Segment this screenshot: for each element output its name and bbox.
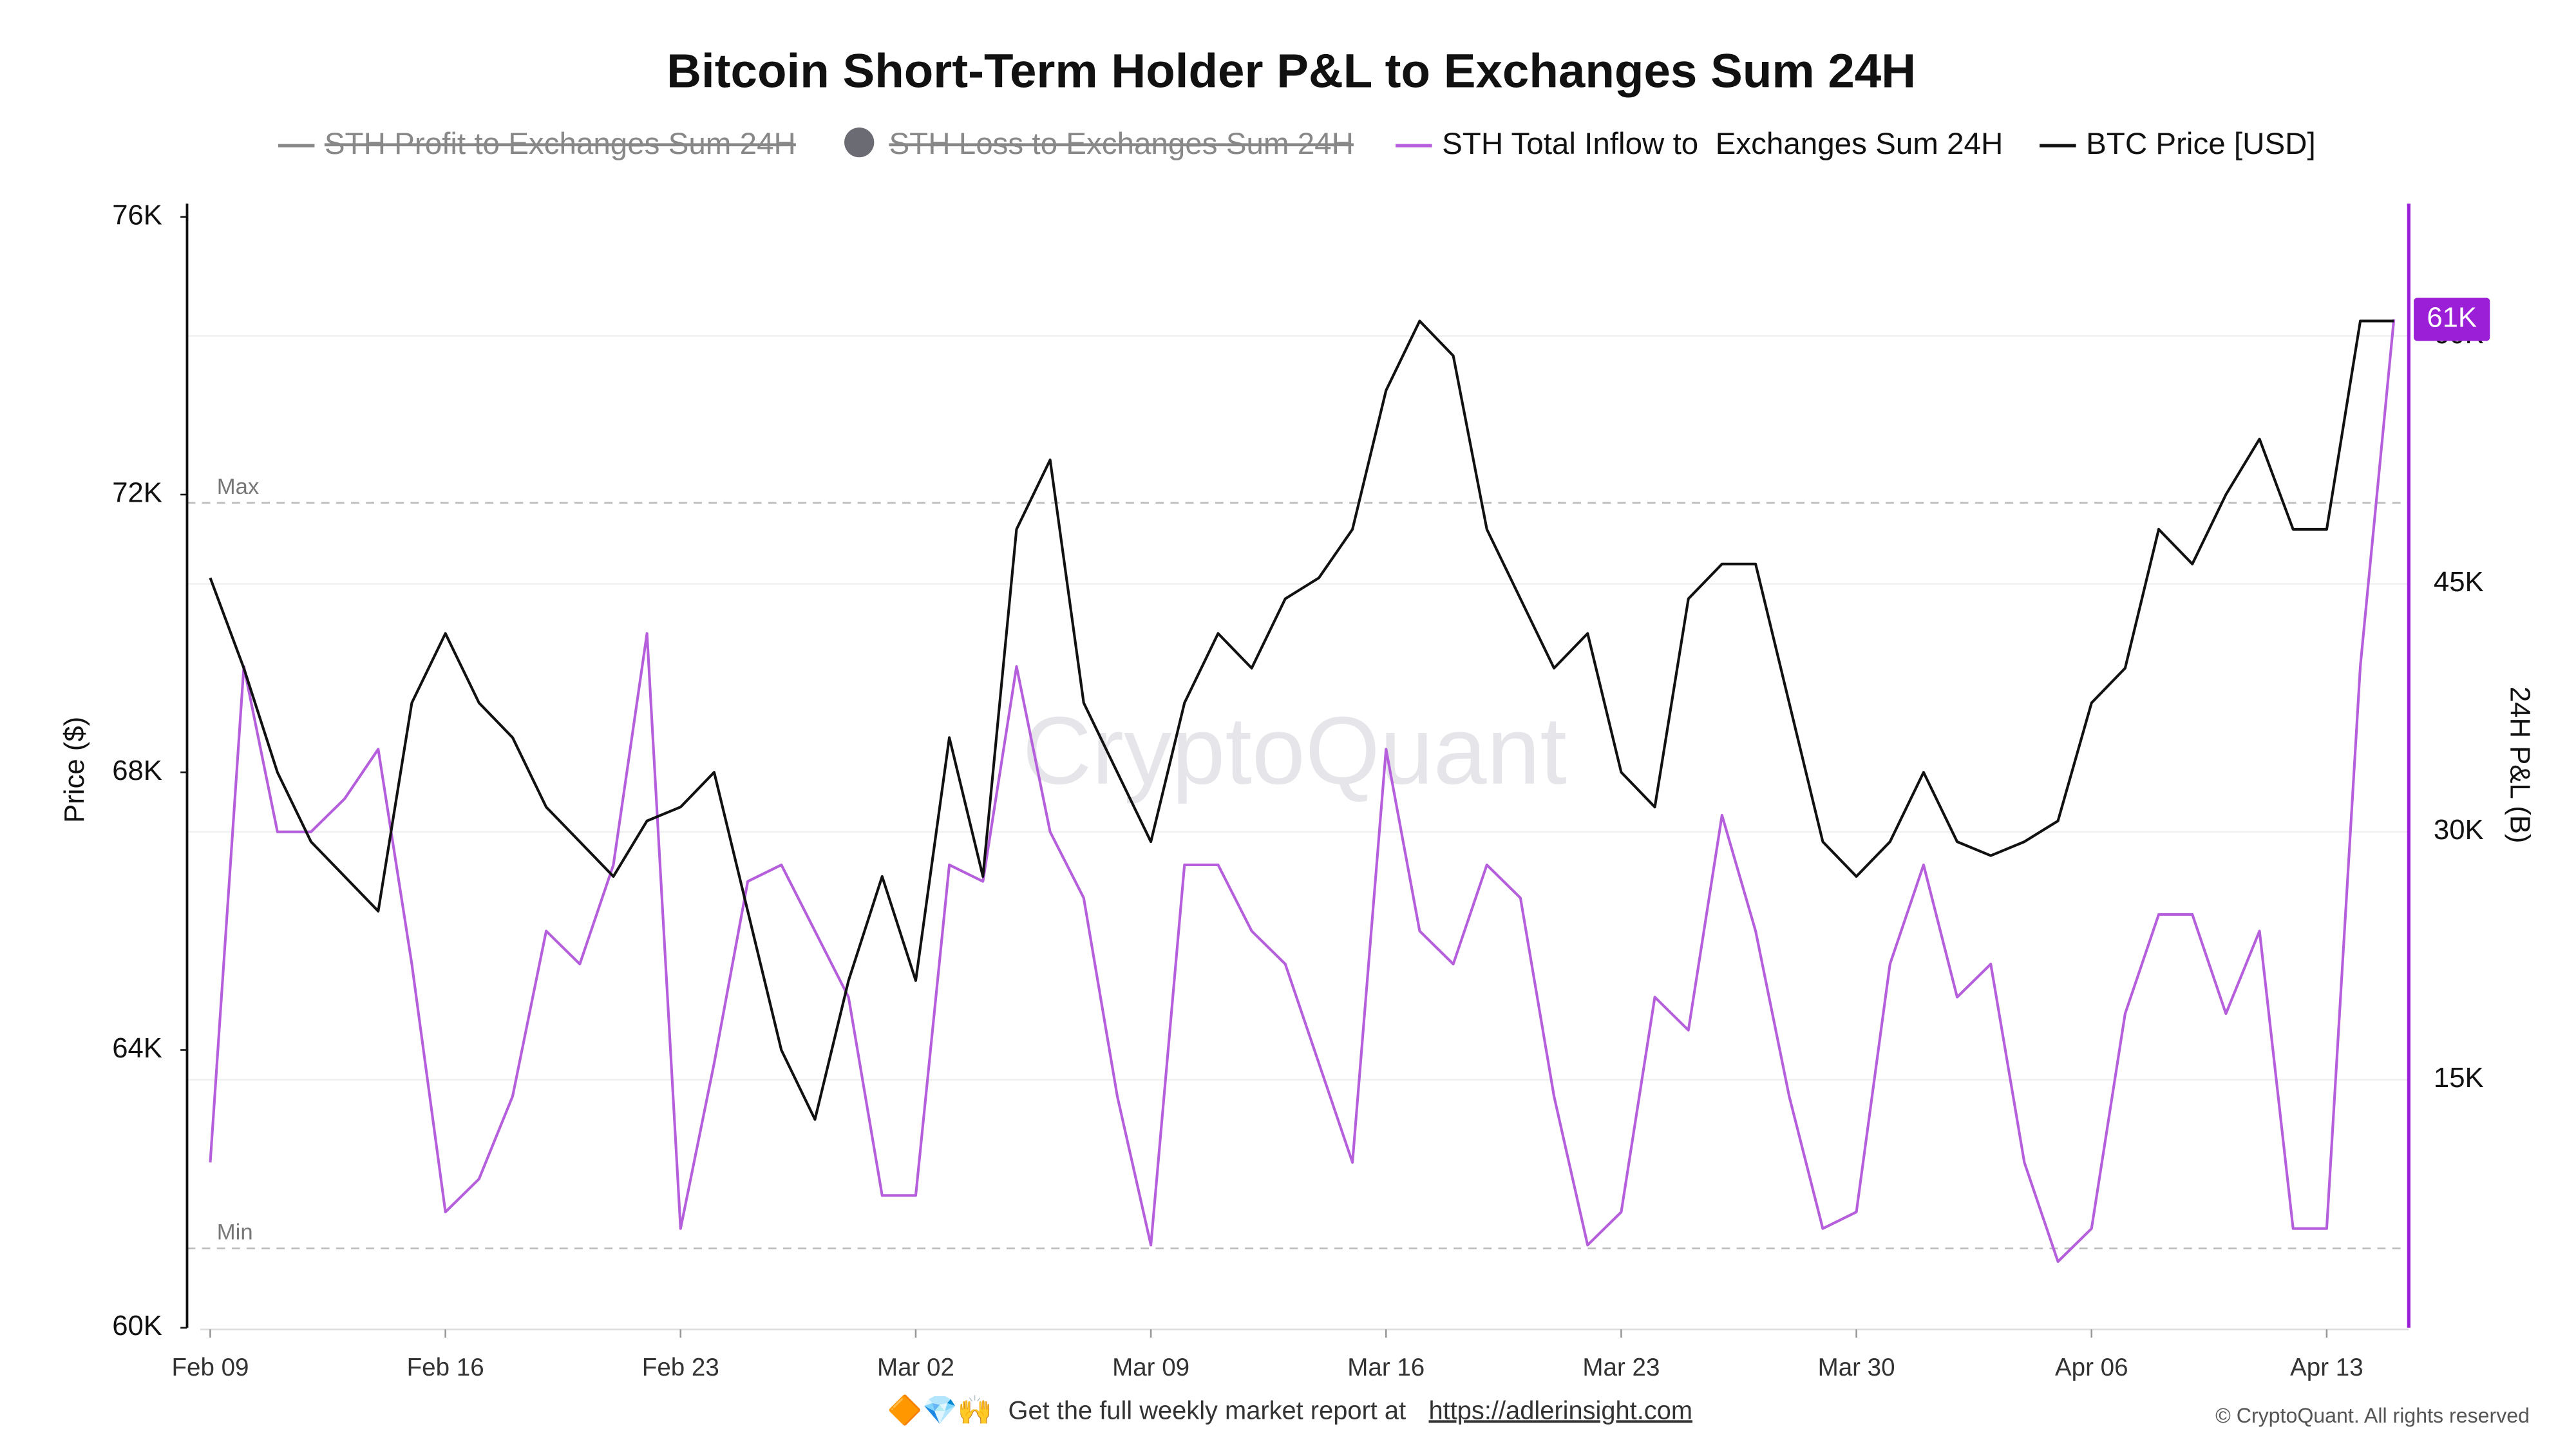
series-line xyxy=(209,319,2394,1121)
x-tick-label: Mar 02 xyxy=(877,1354,954,1381)
y2-tick-label: 30K xyxy=(2434,814,2484,846)
legend-marker xyxy=(844,127,875,158)
x-tick-label: Mar 30 xyxy=(1818,1354,1895,1381)
y2-axis-label: 24H P&L (B) xyxy=(2504,687,2535,844)
y-tick-label: 68K xyxy=(112,755,162,786)
legend-label: STH Total Inflow to Exchanges Sum 24H xyxy=(1442,127,2003,161)
x-tick-label: Mar 09 xyxy=(1112,1354,1189,1381)
series-line xyxy=(209,319,2396,1264)
footer-link[interactable]: https://adlerinsight.com xyxy=(1429,1396,1693,1425)
x-tick-label: Mar 23 xyxy=(1582,1354,1660,1381)
end-badge xyxy=(2414,298,2490,341)
footer-text: Get the full weekly market report at xyxy=(1009,1396,1406,1425)
x-tick-label: Feb 09 xyxy=(171,1354,249,1381)
end-label: 61K xyxy=(2427,301,2477,333)
legend-label: BTC Price [USD] xyxy=(2086,127,2316,161)
reference-label: Max xyxy=(217,475,260,499)
y-tick-label: 76K xyxy=(112,199,162,231)
y-tick-label: 64K xyxy=(112,1032,162,1064)
y-tick-label: 72K xyxy=(112,477,162,509)
x-tick-label: Feb 23 xyxy=(642,1354,719,1381)
y-axis-label: Price ($) xyxy=(59,717,90,823)
copyright: © CryptoQuant. All rights reserved xyxy=(2215,1404,2530,1427)
reference-label: Min xyxy=(217,1220,253,1245)
x-tick-label: Feb 16 xyxy=(407,1354,484,1381)
y-tick-label: 60K xyxy=(112,1310,162,1341)
y2-tick-label: 15K xyxy=(2434,1062,2484,1094)
legend-label: STH Profit to Exchanges Sum 24H xyxy=(325,127,796,161)
legend-label: STH Loss to Exchanges Sum 24H xyxy=(889,127,1353,161)
y2-tick-label: 45K xyxy=(2434,566,2484,598)
x-tick-label: Apr 06 xyxy=(2055,1354,2128,1381)
x-tick-label: Apr 13 xyxy=(2290,1354,2363,1381)
x-tick-label: Mar 16 xyxy=(1347,1354,1425,1381)
footer-emoji: 🔶💎🙌 xyxy=(887,1394,992,1426)
watermark: CryptoQuant xyxy=(1023,697,1567,804)
chart-title: Bitcoin Short-Term Holder P&L to Exchang… xyxy=(667,44,1916,97)
